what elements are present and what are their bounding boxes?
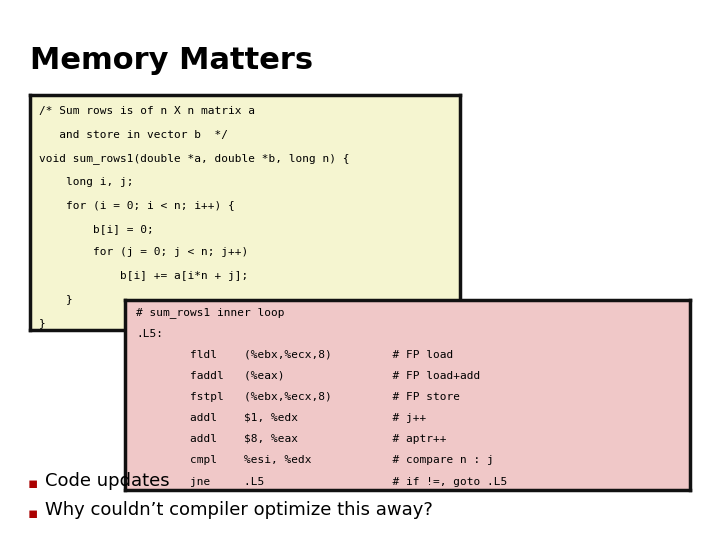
Text: }: }	[39, 318, 45, 328]
Text: fstpl   (%ebx,%ecx,8)         # FP store: fstpl (%ebx,%ecx,8) # FP store	[136, 392, 460, 402]
Text: b[i] += a[i*n + j];: b[i] += a[i*n + j];	[39, 271, 248, 281]
Text: # sum_rows1 inner loop: # sum_rows1 inner loop	[136, 307, 285, 318]
Text: and store in vector b  */: and store in vector b */	[39, 130, 228, 140]
Text: Code updates: Code updates	[45, 472, 176, 490]
Text: .L5:: .L5:	[136, 329, 163, 339]
Text: void sum_rows1(double *a, double *b, long n) {: void sum_rows1(double *a, double *b, lon…	[39, 153, 349, 164]
Text: Why couldn’t compiler optimize this away?: Why couldn’t compiler optimize this away…	[45, 502, 433, 519]
Text: ▪: ▪	[27, 476, 37, 491]
Text: jne     .L5                   # if !=, goto .L5: jne .L5 # if !=, goto .L5	[136, 477, 508, 487]
Text: ▪: ▪	[27, 505, 37, 521]
Text: Memory Matters: Memory Matters	[30, 46, 313, 75]
Text: faddl   (%eax)                # FP load+add: faddl (%eax) # FP load+add	[136, 371, 480, 381]
Text: for (i = 0; i < n; i++) {: for (i = 0; i < n; i++) {	[39, 200, 234, 211]
Text: cmpl    %esi, %edx            # compare n : j: cmpl %esi, %edx # compare n : j	[136, 455, 494, 465]
Text: for (j = 0; j < n; j++): for (j = 0; j < n; j++)	[39, 247, 248, 258]
Text: addl    $1, %edx              # j++: addl $1, %edx # j++	[136, 413, 426, 423]
Text: }: }	[39, 294, 72, 305]
Text: fldl    (%ebx,%ecx,8)         # FP load: fldl (%ebx,%ecx,8) # FP load	[136, 350, 454, 360]
Text: addl    $8, %eax              # aptr++: addl $8, %eax # aptr++	[136, 434, 447, 444]
Text: /* Sum rows is of n X n matrix a: /* Sum rows is of n X n matrix a	[39, 106, 255, 117]
Text: long i, j;: long i, j;	[39, 177, 133, 187]
Text: b[i] = 0;: b[i] = 0;	[39, 224, 153, 234]
